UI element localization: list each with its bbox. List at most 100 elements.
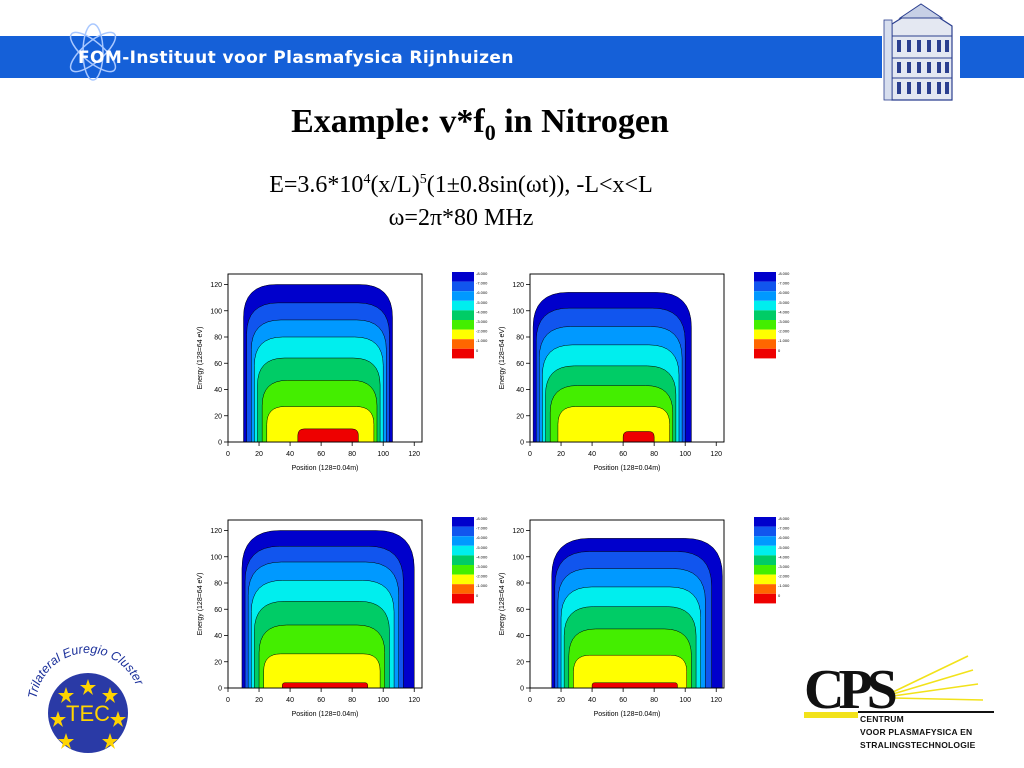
colorbar-cell — [754, 526, 776, 537]
plot-frame — [529, 519, 725, 689]
colorbar-svg: -8.000 -7.000 -6.000 -5.000 -4.000 -3.000 -2.0… — [452, 516, 488, 604]
colorbar-label: -2.000 — [778, 329, 790, 334]
cps-logo: CPS — [804, 655, 994, 721]
contour-plot-top-left: 0 20 40 60 80 100 120 0 20 40 60 80 100 120 Position (… — [190, 266, 430, 478]
contour-plot-svg: 0 20 40 60 80 100 120 0 20 40 60 80 100 120 Position (… — [197, 273, 423, 472]
colorbar-label: -5.000 — [476, 300, 488, 305]
colorbar-cell — [754, 555, 776, 565]
colorbar-label: -8.000 — [476, 516, 488, 521]
formula-exp-1: 4 — [363, 172, 371, 187]
y-tick-label: 40 — [516, 633, 524, 640]
plot-frame — [529, 273, 725, 443]
colorbar-cell — [452, 545, 474, 556]
colorbar-label: -6.000 — [476, 535, 488, 540]
x-tick-label: 20 — [557, 451, 565, 458]
colorbar-label: 0 — [778, 348, 781, 353]
colorbar-label: -3.000 — [476, 319, 488, 324]
y-tick-label: 40 — [214, 633, 222, 640]
colorbar-label: -2.000 — [476, 329, 488, 334]
colorbar-cell — [754, 536, 776, 546]
formula-line-2: ω=2π*80 MHz — [388, 205, 534, 231]
colorbar-label: -5.000 — [476, 545, 488, 550]
x-tick-label: 60 — [619, 697, 627, 704]
colorbar-cell — [754, 291, 776, 301]
colorbar-cell — [754, 300, 776, 311]
tec-stars — [50, 679, 126, 749]
colorbar-cell — [754, 348, 776, 359]
colorbar-cell — [452, 517, 474, 527]
colorbar-cell — [452, 300, 474, 311]
contour-plot-svg: 0 20 40 60 80 100 120 0 20 40 60 80 100 120 Position (… — [197, 519, 423, 718]
colorbar-cell — [754, 310, 776, 320]
colorbar-bottom-right: -8.000 -7.000 -6.000 -5.000 -4.000 -3.000 -2.0… — [753, 516, 793, 606]
y-tick-label: 80 — [214, 335, 222, 342]
colorbar-bottom-left: -8.000 -7.000 -6.000 -5.000 -4.000 -3.000 -2.0… — [451, 516, 491, 606]
colorbar-cell — [452, 291, 474, 301]
formula-part-c: (1±0.8sin(ωt)), -L<x<L — [426, 172, 653, 198]
fom-atom-logo — [69, 23, 117, 81]
colorbar-cell — [452, 536, 474, 546]
x-tick-label: 120 — [408, 451, 420, 458]
x-tick-label: 120 — [710, 697, 722, 704]
colorbar-cell — [452, 565, 474, 575]
y-tick-label: 120 — [210, 282, 222, 289]
colorbar-cell — [754, 339, 776, 349]
colorbar-cell — [754, 545, 776, 556]
colorbar-svg: -8.000 -7.000 -6.000 -5.000 -4.000 -3.000 -2.0… — [754, 271, 790, 359]
x-tick-label: 80 — [348, 697, 356, 704]
colorbar-label: -3.000 — [476, 564, 488, 569]
colorbar-label: -2.000 — [476, 574, 488, 579]
y-axis-label: Energy (128=64 eV) — [499, 327, 506, 390]
contour-plot-bottom-left: 0 20 40 60 80 100 120 0 20 40 60 80 100 120 Position (… — [190, 512, 430, 724]
x-tick-label: 20 — [255, 451, 263, 458]
x-tick-label: 0 — [528, 451, 532, 458]
y-tick-label: 0 — [218, 686, 222, 693]
y-tick-label: 20 — [516, 659, 524, 666]
x-tick-label: 80 — [650, 697, 658, 704]
colorbar-label: -7.000 — [476, 281, 488, 286]
colorbar-cell — [452, 555, 474, 565]
colorbar-label: 0 — [476, 348, 479, 353]
x-tick-label: 40 — [286, 697, 294, 704]
contour-plot-bottom-right: 0 20 40 60 80 100 120 0 20 40 60 80 100 120 Position (… — [492, 512, 732, 724]
y-axis-label: Energy (128=64 eV) — [499, 573, 506, 636]
colorbar-cell — [754, 574, 776, 585]
y-tick-label: 0 — [520, 686, 524, 693]
x-tick-label: 60 — [619, 451, 627, 458]
colorbar-cell — [452, 574, 474, 585]
colorbar-top-right: -8.000 -7.000 -6.000 -5.000 -4.000 -3.000 -2.0… — [753, 271, 793, 361]
colorbar-cell — [452, 339, 474, 349]
y-tick-label: 20 — [214, 659, 222, 666]
cps-line-1: CENTRUM — [860, 714, 904, 724]
institute-prefix: FOM — [78, 48, 123, 68]
x-tick-label: 80 — [348, 451, 356, 458]
colorbar-label: -4.000 — [778, 309, 790, 314]
colorbar-label: -1.000 — [778, 583, 790, 588]
colorbar-label: 0 — [778, 593, 781, 598]
contour-plot-svg: 0 20 40 60 80 100 120 0 20 40 60 80 100 120 Position (… — [499, 273, 725, 472]
colorbar-label: 0 — [476, 593, 479, 598]
y-tick-label: 60 — [214, 361, 222, 368]
colorbar-label: -1.000 — [476, 583, 488, 588]
plot-frame — [227, 273, 423, 443]
tec-logo: Trilateral Euregio Cluster TEC — [25, 642, 147, 753]
y-tick-label: 100 — [512, 554, 524, 561]
colorbar-label: -5.000 — [778, 300, 790, 305]
x-axis-label: Position (128=0.04m) — [292, 465, 359, 472]
colorbar-cell — [754, 584, 776, 594]
x-tick-label: 60 — [317, 451, 325, 458]
colorbar-label: -8.000 — [778, 271, 790, 276]
institute-suffix: -Instituut voor Plasmafysica Rijnhuizen — [122, 48, 514, 68]
x-tick-label: 0 — [528, 697, 532, 704]
x-tick-label: 20 — [557, 697, 565, 704]
y-tick-label: 40 — [516, 387, 524, 394]
x-tick-label: 40 — [588, 697, 596, 704]
colorbar-label: -7.000 — [476, 526, 488, 531]
colorbar-label: -4.000 — [476, 554, 488, 559]
x-tick-label: 40 — [588, 451, 596, 458]
colorbar-label: -5.000 — [778, 545, 790, 550]
y-tick-label: 20 — [214, 413, 222, 420]
tec-center-text: TEC — [66, 701, 110, 726]
x-axis-label: Position (128=0.04m) — [594, 711, 661, 718]
formula-part-a: E=3.6*10 — [269, 172, 364, 198]
